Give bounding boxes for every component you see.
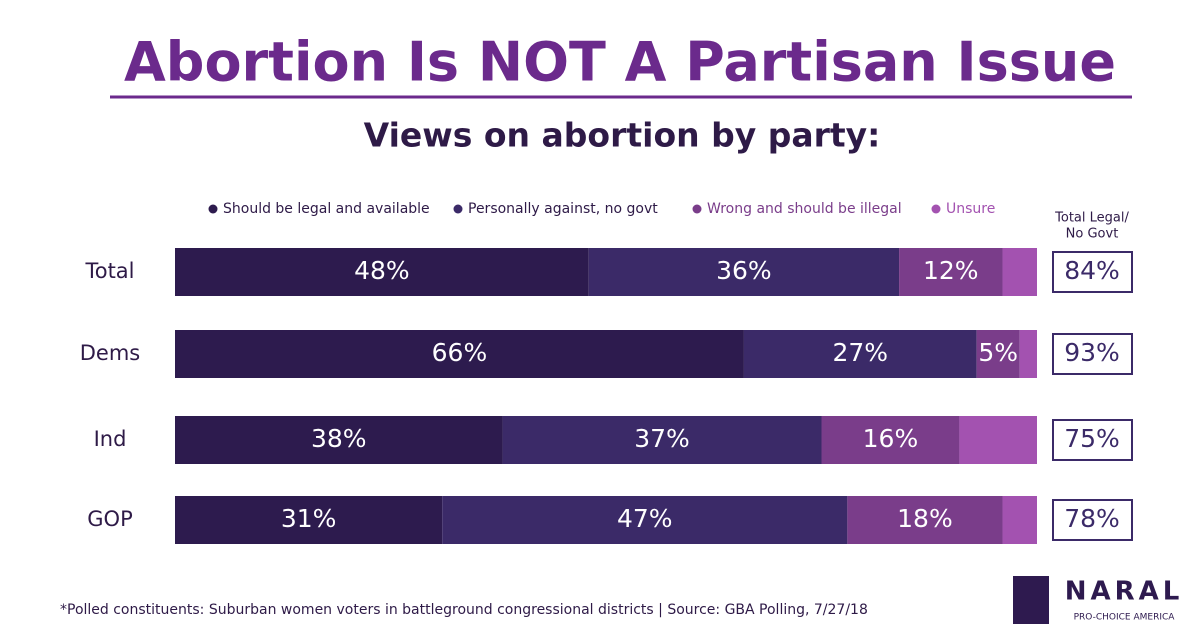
data-label: 12% bbox=[923, 256, 979, 285]
totals-title-line: No Govt bbox=[1066, 227, 1119, 242]
data-label: 27% bbox=[833, 338, 889, 367]
bar-segment bbox=[175, 496, 443, 544]
data-label: 47% bbox=[617, 504, 673, 533]
bar-segment bbox=[1002, 248, 1037, 296]
bar-segment bbox=[899, 248, 1003, 296]
bar-segment bbox=[175, 416, 503, 464]
bar-segment bbox=[588, 248, 900, 296]
data-label: 31% bbox=[281, 504, 337, 533]
legend-swatch bbox=[692, 204, 702, 214]
data-label: 16% bbox=[863, 424, 919, 453]
category-label: GOP bbox=[87, 507, 132, 531]
bar-segment bbox=[175, 248, 589, 296]
category-label: Ind bbox=[94, 427, 127, 451]
chart-subtitle: Views on abortion by party: bbox=[364, 116, 881, 155]
bar-segment bbox=[1019, 330, 1037, 378]
bar-segment bbox=[976, 330, 1020, 378]
bar-segment bbox=[175, 330, 744, 378]
footnote: *Polled constituents: Suburban women vot… bbox=[60, 602, 868, 618]
bar-segment bbox=[847, 496, 1003, 544]
total-label: 75% bbox=[1064, 424, 1120, 453]
data-label: 37% bbox=[634, 424, 690, 453]
bar-segment bbox=[743, 330, 977, 378]
total-label: 84% bbox=[1064, 256, 1120, 285]
data-label: 48% bbox=[354, 256, 410, 285]
logo-tagline: PRO-CHOICE AMERICA bbox=[1074, 613, 1176, 623]
bar-segment bbox=[959, 416, 1037, 464]
total-box bbox=[1052, 419, 1133, 461]
legend-label: Personally against, no govt bbox=[468, 201, 658, 217]
totals-title-line: Total Legal/ bbox=[1054, 211, 1129, 226]
legend-swatch bbox=[453, 204, 463, 214]
bar-segment bbox=[1002, 496, 1037, 544]
legend-swatch bbox=[208, 204, 218, 214]
data-label: 38% bbox=[311, 424, 367, 453]
data-label: 66% bbox=[432, 338, 488, 367]
bar-segment bbox=[442, 496, 848, 544]
data-label: 18% bbox=[897, 504, 953, 533]
total-label: 78% bbox=[1064, 504, 1120, 533]
legend-swatch bbox=[931, 204, 941, 214]
category-label: Dems bbox=[80, 341, 141, 365]
total-label: 93% bbox=[1064, 338, 1120, 367]
bar-segment bbox=[821, 416, 960, 464]
legend-label: Should be legal and available bbox=[223, 201, 430, 217]
total-box bbox=[1052, 499, 1133, 541]
logo-icon bbox=[1013, 576, 1049, 624]
total-box bbox=[1052, 333, 1133, 375]
data-label: 5% bbox=[978, 338, 1018, 367]
legend-label: Wrong and should be illegal bbox=[707, 201, 902, 217]
chart-title: Abortion Is NOT A Partisan Issue bbox=[124, 31, 1116, 94]
logo-name: NARAL bbox=[1065, 577, 1184, 607]
category-label: Total bbox=[84, 259, 134, 283]
legend-label: Unsure bbox=[946, 201, 995, 217]
data-label: 36% bbox=[716, 256, 772, 285]
total-box bbox=[1052, 251, 1133, 293]
bar-segment bbox=[502, 416, 822, 464]
